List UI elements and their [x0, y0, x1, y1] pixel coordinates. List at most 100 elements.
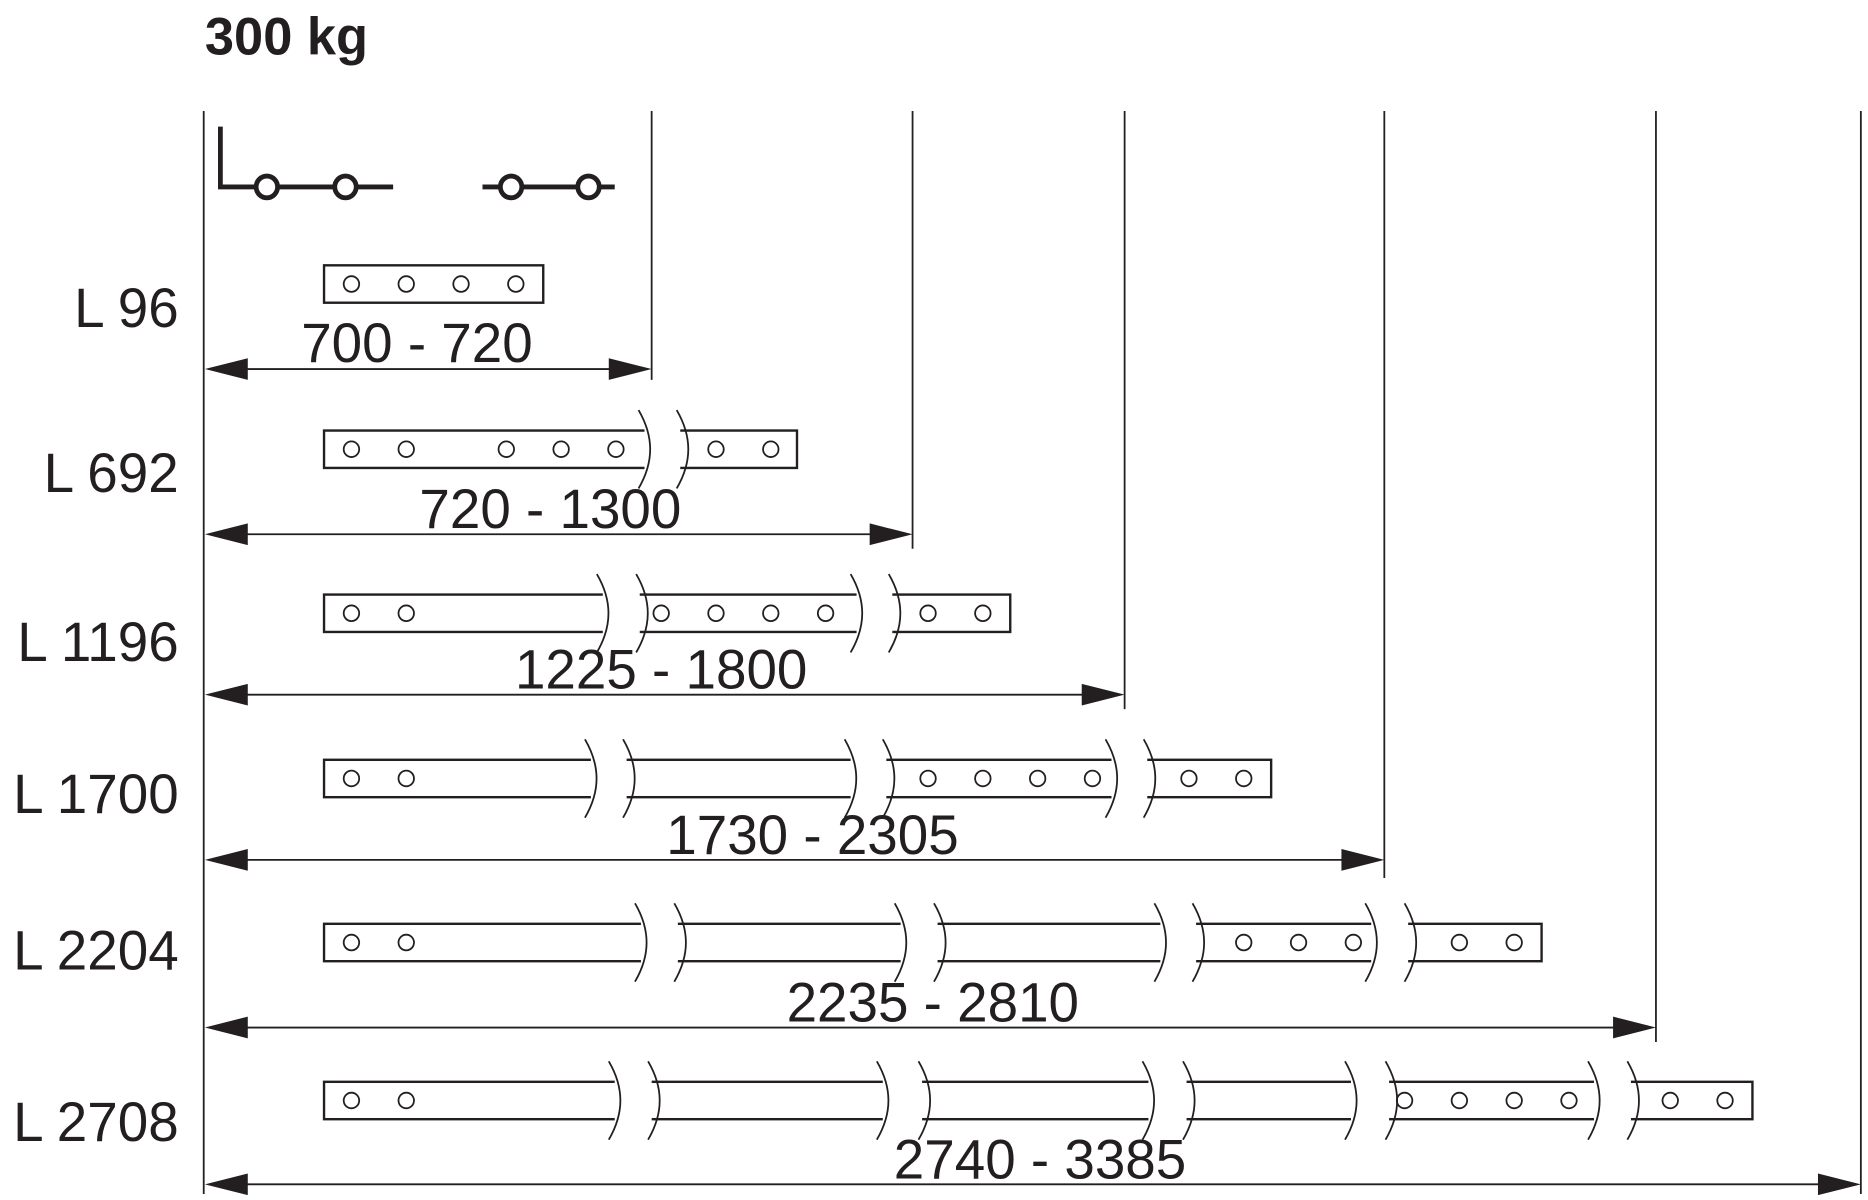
break-mark: [887, 573, 902, 653]
rail-row: L 96 700 - 720: [74, 110, 653, 380]
cabinet-depth-range: 1730 - 2305: [666, 804, 958, 866]
mounting-hole: [342, 933, 361, 952]
mounting-hole: [342, 1091, 361, 1110]
rail-row: L 2708 2740 - 3385: [13, 110, 1862, 1196]
mounting-hole: [707, 440, 725, 458]
mounting-hole: [919, 769, 937, 788]
break-gap: [882, 1079, 923, 1122]
break-mark: [1141, 1060, 1155, 1141]
rail-row: L 692 720 - 1300: [44, 110, 914, 549]
break-mark: [584, 738, 598, 819]
break-mark: [917, 1060, 932, 1141]
rail-length-label: L 2708: [13, 1091, 179, 1153]
break-mark: [637, 409, 652, 489]
arrow-left-icon: [204, 1173, 248, 1196]
rail-length-label: L 1196: [17, 611, 178, 673]
arrow-left-icon: [204, 523, 248, 546]
cabinet-depth-range: 2235 - 2810: [787, 971, 1079, 1033]
break-mark: [1384, 1060, 1399, 1141]
break-mark: [1182, 1060, 1196, 1141]
cabinet-depth-range: 720 - 1300: [419, 478, 681, 540]
load-title: 300 kg: [205, 7, 368, 66]
mounting-hole: [919, 604, 937, 623]
mounting-hole: [497, 440, 515, 458]
break-mark: [596, 573, 610, 653]
mounting-hole: [652, 604, 670, 623]
mounting-hole: [1344, 933, 1362, 952]
break-mark: [843, 738, 858, 819]
break-mark: [1344, 1060, 1358, 1141]
slide-rail-symbol-icon: [218, 126, 615, 201]
arrow-right-icon: [1081, 683, 1125, 706]
break-mark: [607, 1060, 622, 1141]
rail-row: L 1196 1225 - 1800: [17, 110, 1126, 710]
mounting-hole: [452, 275, 470, 293]
break-mark: [933, 902, 947, 983]
mounting-hole: [707, 604, 725, 623]
mounting-hole: [397, 769, 415, 788]
rail-row: L 1700 1730 - 2305: [13, 110, 1386, 878]
arrow-right-icon: [608, 358, 652, 380]
mounting-hole: [1450, 933, 1469, 952]
rail-length-label: L 1700: [13, 763, 179, 825]
mounting-hole: [1450, 1091, 1469, 1110]
rail-length-label: L 2204: [13, 919, 179, 981]
break-mark: [1191, 902, 1206, 983]
mounting-hole: [552, 440, 570, 458]
mounting-hole: [397, 604, 415, 623]
break-mark: [876, 1060, 890, 1141]
mounting-hole: [397, 933, 415, 952]
mounting-hole: [397, 1091, 415, 1110]
cabinet-depth-range: 1225 - 1800: [515, 638, 807, 700]
mounting-hole: [607, 440, 625, 458]
mounting-hole: [1289, 933, 1308, 952]
mounting-hole: [1661, 1091, 1679, 1110]
break-mark: [622, 738, 636, 819]
break-mark: [893, 902, 908, 983]
rail-row: L 2204 2235 - 2810: [13, 110, 1657, 1043]
rail-body: [322, 264, 545, 304]
mounting-hole: [342, 440, 361, 458]
break-mark: [675, 409, 690, 489]
mounting-hole: [397, 275, 415, 293]
arrow-left-icon: [204, 358, 248, 380]
mounting-hole: [974, 604, 992, 623]
mounting-hole: [974, 769, 992, 788]
mounting-hole: [762, 440, 780, 458]
arrow-left-icon: [204, 1016, 248, 1039]
mounting-hole: [1395, 1091, 1414, 1110]
mounting-hole: [1505, 933, 1523, 952]
break-mark: [882, 738, 896, 819]
mounting-hole: [397, 440, 415, 458]
break-mark: [635, 573, 649, 653]
mounting-hole: [1560, 1091, 1578, 1110]
mounting-hole: [762, 604, 780, 623]
arrow-left-icon: [204, 683, 248, 706]
break-mark: [1142, 738, 1157, 819]
arrow-right-icon: [1613, 1016, 1656, 1039]
break-mark: [1403, 902, 1418, 983]
arrow-right-icon: [1817, 1173, 1861, 1196]
break-mark: [673, 902, 687, 983]
mounting-hole: [816, 604, 835, 623]
cabinet-depth-range: 2740 - 3385: [894, 1128, 1186, 1190]
mounting-hole: [1235, 769, 1253, 788]
mounting-hole: [507, 275, 525, 293]
rail-length-label: L 692: [44, 442, 179, 504]
break-mark: [1104, 738, 1119, 819]
break-mark: [849, 573, 864, 653]
mounting-hole: [1029, 769, 1047, 788]
arrow-left-icon: [204, 849, 248, 871]
break-mark: [634, 902, 648, 983]
rail-length-label: L 96: [74, 277, 179, 339]
cabinet-depth-range: 700 - 720: [301, 312, 533, 374]
break-mark: [1587, 1060, 1601, 1141]
mounting-hole: [1235, 933, 1253, 952]
break-mark: [1626, 1060, 1640, 1141]
mounting-hole: [342, 769, 361, 788]
mounting-hole: [1083, 769, 1102, 788]
mounting-hole: [1180, 769, 1198, 788]
break-mark: [1364, 902, 1378, 983]
